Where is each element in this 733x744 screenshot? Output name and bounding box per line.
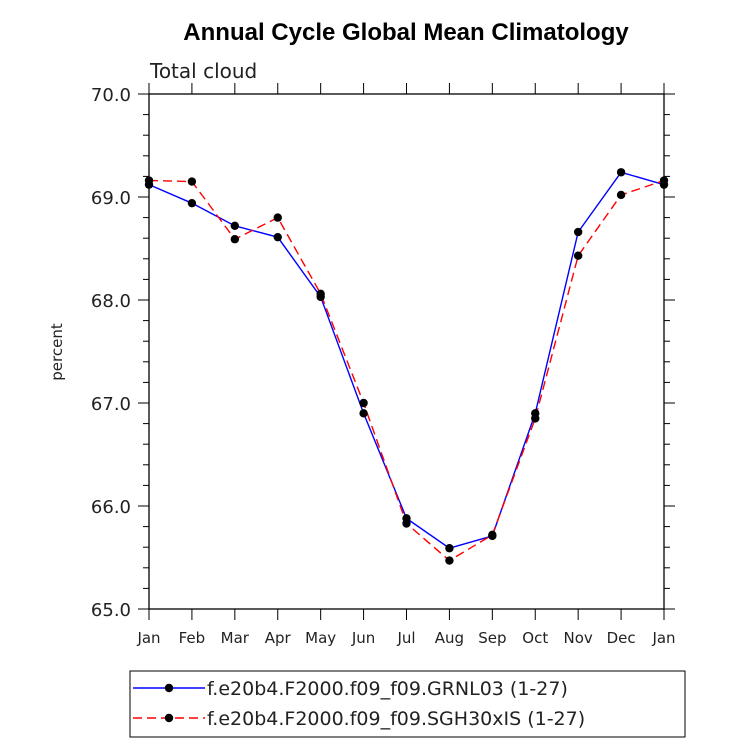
y-tick-label: 65.0: [91, 600, 131, 621]
series-1-point: [445, 544, 454, 553]
x-tick-labels: Jan Feb Mar Apr May Jun Jul Aug Sep Oct Nov Dec Jan: [136, 629, 675, 647]
series-1-point: [616, 168, 626, 177]
series-2-point: [402, 519, 411, 528]
series-1-point: [273, 232, 282, 242]
series-2-point: [445, 556, 454, 565]
series-1-point: [187, 198, 197, 208]
series-2-point: [573, 251, 583, 260]
series-layer: [144, 168, 669, 565]
x-tick-label: Nov: [564, 629, 593, 647]
y-tick-label: 70.0: [91, 85, 131, 106]
legend-marker-2: [164, 713, 174, 723]
x-tick-label: Jun: [351, 629, 375, 647]
series-1-point: [573, 227, 583, 237]
x-tick-label: Dec: [607, 629, 636, 647]
y-tick-label: 69.0: [91, 188, 131, 209]
series-2-point: [273, 213, 282, 222]
x-tick-label: Jan: [136, 629, 160, 647]
x-tick-label: Sep: [478, 629, 506, 647]
x-tick-label: Jul: [396, 629, 415, 647]
series-2-point: [316, 289, 325, 299]
series-1-point: [230, 221, 240, 231]
y-tick-label: 68.0: [91, 291, 131, 312]
legend-label-2: f.e20b4.F2000.f09_f09.SGH30xIS (1-27): [207, 708, 585, 730]
x-tick-label: May: [305, 629, 336, 647]
chart-title: Annual Cycle Global Mean Climatology: [183, 19, 629, 46]
series-2-point: [659, 176, 669, 185]
x-tick-label: Feb: [179, 629, 206, 647]
series-1-point: [359, 409, 368, 418]
legend: f.e20b4.F2000.f09_f09.GRNL03 (1-27) f.e20…: [129, 670, 686, 738]
series-line-2: [148, 179, 665, 562]
series-2-point: [359, 398, 368, 408]
x-tick-label: Oct: [522, 629, 548, 647]
x-tick-label: Aug: [435, 629, 464, 647]
series-2-point: [616, 190, 626, 200]
x-tick-label: Jan: [651, 629, 675, 647]
axis-ticks: [138, 83, 675, 620]
y-axis-label: percent: [48, 323, 66, 381]
legend-marker-1: [164, 683, 174, 693]
chart-subtitle: Total cloud: [149, 59, 257, 83]
x-tick-label: Apr: [265, 629, 292, 647]
series-2-point: [230, 235, 240, 244]
legend-box: [129, 670, 686, 738]
y-tick-label: 67.0: [91, 394, 131, 415]
series-2-point: [144, 176, 154, 185]
y-tick-label: 66.0: [91, 497, 131, 518]
y-tick-labels: 65.0 66.0 67.0 68.0 69.0 70.0: [91, 85, 131, 621]
legend-label-1: f.e20b4.F2000.f09_f09.GRNL03 (1-27): [207, 678, 568, 700]
x-tick-label: Mar: [221, 629, 250, 647]
series-2-point: [187, 177, 197, 186]
plot-frame: [148, 93, 665, 610]
series-2-point: [531, 414, 540, 423]
series-2-point: [488, 530, 497, 540]
